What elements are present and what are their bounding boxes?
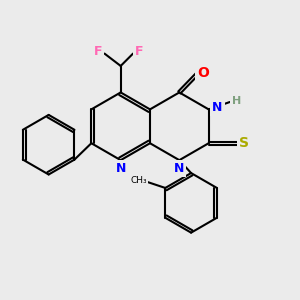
- Text: N: N: [212, 100, 223, 113]
- Text: N: N: [173, 162, 184, 175]
- Text: N: N: [116, 162, 127, 175]
- Text: F: F: [135, 45, 144, 58]
- Text: H: H: [232, 95, 241, 106]
- Text: S: S: [239, 136, 249, 150]
- Text: F: F: [94, 45, 102, 58]
- Text: CH₃: CH₃: [130, 176, 147, 185]
- Text: O: O: [197, 66, 209, 80]
